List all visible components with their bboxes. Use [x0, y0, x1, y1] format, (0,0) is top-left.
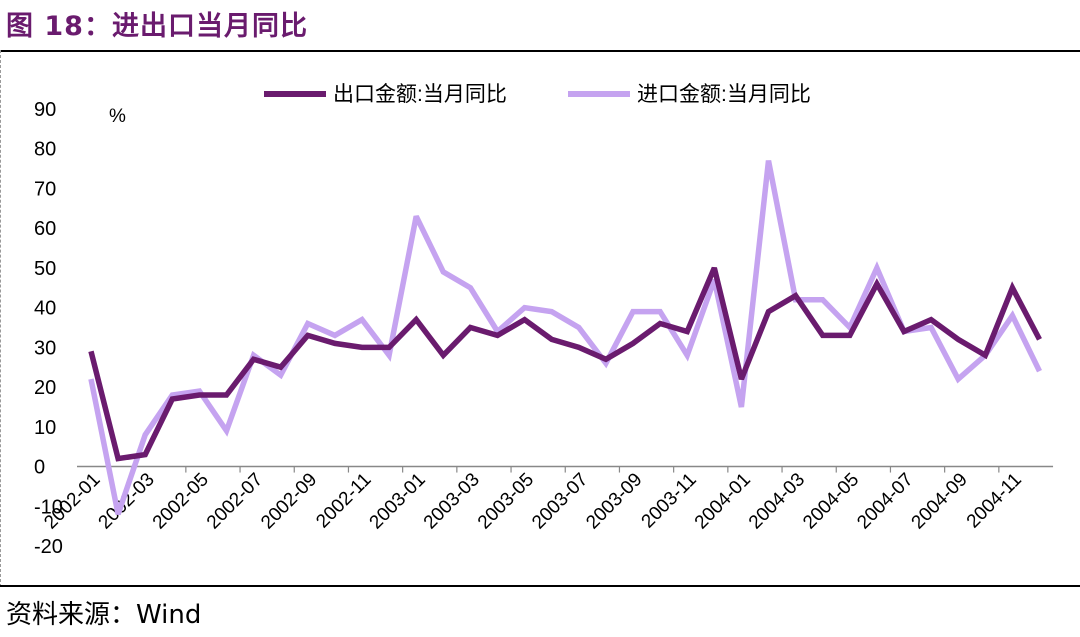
x-tick-label: 2002-05 — [149, 469, 213, 533]
x-tick-label: 2002-07 — [203, 469, 267, 533]
x-tick-label: 2003-07 — [528, 469, 592, 533]
y-tick-label: 70 — [34, 178, 56, 200]
x-tick-label: 2003-11 — [638, 469, 701, 532]
x-tick-label: 2004-11 — [963, 469, 1026, 532]
top-rule — [0, 50, 1080, 52]
x-tick-label: 2003-01 — [366, 469, 430, 533]
y-axis-unit: % — [109, 106, 126, 127]
y-tick-label: 50 — [34, 258, 56, 280]
x-axis: 2002-012002-032002-052002-072002-092002-… — [40, 465, 1054, 533]
y-tick-label: 80 — [34, 139, 56, 161]
legend: 出口金额:当月同比 进口金额:当月同比 — [264, 83, 811, 106]
y-axis: -20 -10 0 10 20 30 40 50 60 70 80 90 — [34, 99, 63, 558]
source-note: 资料来源：Wind — [6, 600, 202, 630]
x-tick-label: 2002-09 — [257, 469, 321, 533]
x-tick-label: 2003-05 — [474, 469, 538, 533]
y-tick-label: -20 — [34, 536, 63, 558]
y-tick-label: 60 — [34, 218, 56, 240]
x-tick-label: 2003-03 — [420, 469, 484, 533]
y-tick-label: 40 — [34, 298, 56, 320]
y-tick-label: 90 — [34, 99, 56, 121]
export-series-line — [88, 266, 1042, 462]
left-dashed-border — [0, 50, 1, 587]
y-tick-label: 20 — [34, 377, 56, 399]
x-tick-label: 2004-03 — [745, 469, 809, 533]
legend-label: 出口金额:当月同比 — [333, 83, 507, 106]
import-series-line — [88, 160, 1042, 516]
x-tick-label: 2002-11 — [312, 469, 375, 532]
x-tick-label: 2004-05 — [799, 469, 863, 533]
y-tick-label: 0 — [34, 457, 45, 479]
x-tick-label: 2004-01 — [691, 469, 755, 533]
line-chart: -20 -10 0 10 20 30 40 50 60 70 80 90 % 2002-012002-… — [34, 83, 1054, 558]
x-tick-label: 2004-09 — [908, 469, 972, 533]
y-tick-label: -10 — [34, 496, 63, 518]
y-tick-label: 10 — [34, 417, 56, 439]
x-tick-label: 2004-07 — [853, 469, 917, 533]
figure-title: 图 18：进出口当月同比 — [6, 11, 308, 42]
series-lines — [88, 160, 1042, 516]
x-tick-label: 2003-09 — [582, 469, 646, 533]
legend-label: 进口金额:当月同比 — [637, 83, 811, 106]
bottom-rule — [0, 585, 1080, 587]
y-tick-label: 30 — [34, 337, 56, 359]
x-tick-label: 2002-03 — [95, 469, 159, 533]
